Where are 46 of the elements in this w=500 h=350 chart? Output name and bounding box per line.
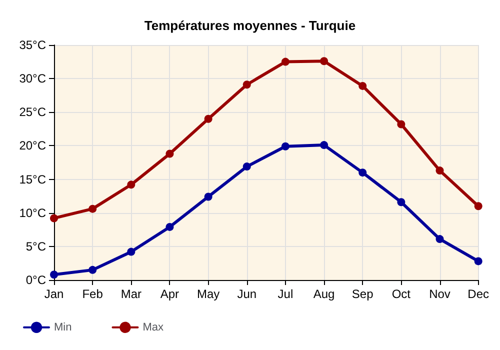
x-tick-label: Nov	[429, 287, 450, 301]
point	[397, 120, 406, 128]
point	[474, 202, 482, 210]
point	[50, 214, 58, 222]
y-tick-label: 5°C	[26, 239, 46, 254]
x-tick-label: Oct	[392, 287, 412, 301]
x-tick-label: Jun	[237, 287, 257, 301]
point	[166, 222, 174, 231]
point	[204, 114, 212, 123]
point	[242, 80, 251, 89]
y-tick-label: 0°C	[26, 273, 46, 287]
y-tick-label: 10°C	[19, 206, 46, 220]
point	[204, 192, 212, 201]
point	[320, 57, 328, 66]
x-tick-label: Sep	[352, 287, 374, 301]
x-tick-label: May	[196, 287, 220, 301]
point	[88, 204, 97, 213]
x-tick-label: Jan	[44, 287, 64, 301]
point	[358, 168, 367, 177]
legend-label: Min	[54, 321, 72, 334]
point	[281, 142, 290, 150]
x-tick-label: Aug	[313, 287, 335, 301]
point	[474, 257, 482, 266]
point	[127, 248, 136, 256]
point	[88, 266, 97, 274]
y-tick-label: 20°C	[19, 138, 46, 153]
y-tick-label: 15°C	[19, 172, 46, 186]
point	[397, 198, 406, 206]
x-tick-label: Feb	[82, 287, 104, 301]
x-tick-label: Apr	[160, 287, 180, 301]
y-tick-label: 30°C	[19, 72, 46, 86]
legend-label: Max	[142, 321, 164, 334]
x-tick-label: Mar	[120, 287, 142, 301]
point	[281, 58, 290, 66]
point	[436, 235, 444, 244]
x-tick-label: Dec	[468, 287, 489, 301]
point	[166, 150, 174, 158]
point	[127, 180, 136, 189]
y-tick-label: 25°C	[19, 105, 46, 120]
point	[242, 162, 251, 171]
point	[320, 141, 328, 150]
y-tick-label: 35°C	[19, 38, 46, 52]
point	[436, 166, 444, 175]
point	[358, 82, 367, 90]
x-tick-label: Jul	[278, 287, 294, 301]
chart-title: Températures moyennes - Turquie	[144, 18, 356, 33]
